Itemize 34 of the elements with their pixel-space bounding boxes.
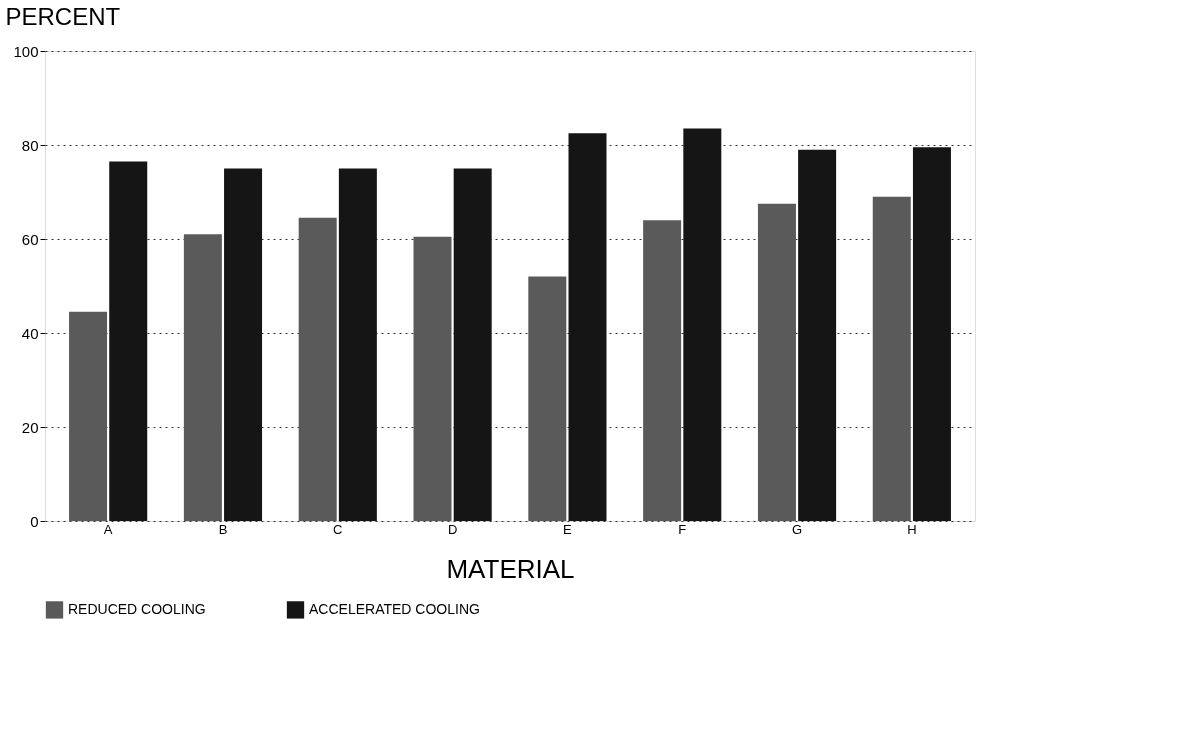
- legend-label: REDUCED COOLING: [68, 600, 206, 617]
- x-tick-label: C: [333, 521, 343, 537]
- bar: [224, 168, 263, 521]
- bar: [683, 128, 722, 521]
- y-tick-label: 0: [30, 512, 39, 530]
- bar: [413, 236, 452, 521]
- bar: [643, 220, 682, 521]
- bar: [453, 168, 492, 521]
- bar: [568, 133, 607, 521]
- bar: [109, 161, 148, 521]
- bar: [338, 168, 377, 521]
- y-tick-label: 60: [21, 230, 39, 248]
- x-tick-label: D: [447, 521, 458, 537]
- bar: [528, 276, 567, 521]
- x-tick-label: H: [907, 521, 917, 537]
- bar: [183, 234, 222, 521]
- x-tick-label: A: [103, 521, 113, 537]
- bar: [798, 149, 837, 521]
- y-tick-label: 40: [21, 324, 39, 342]
- y-axis-title: PERCENT: [5, 2, 121, 30]
- y-tick-label: 20: [21, 418, 39, 436]
- x-tick-label: F: [678, 521, 687, 537]
- legend-label: ACCELERATED COOLING: [309, 600, 480, 617]
- x-tick-label: G: [791, 521, 803, 537]
- bar: [298, 217, 337, 521]
- x-tick-label: E: [563, 521, 573, 537]
- x-axis-title: MATERIAL: [446, 553, 575, 584]
- x-tick-label: B: [218, 521, 228, 537]
- bar: [912, 147, 951, 521]
- y-tick-label: 80: [21, 136, 39, 154]
- bar: [872, 196, 911, 521]
- bar: [69, 311, 108, 521]
- bar: [757, 203, 796, 521]
- y-tick-label: 100: [13, 42, 39, 60]
